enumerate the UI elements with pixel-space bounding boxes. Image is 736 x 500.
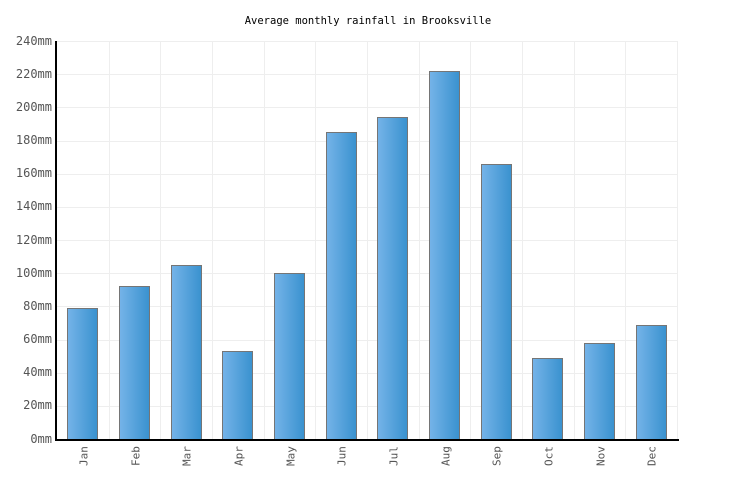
bar-may: [274, 273, 305, 439]
gridline-vertical: [315, 41, 317, 439]
gridline-vertical: [677, 41, 678, 439]
bar-sep: [480, 163, 512, 439]
x-axis-tick-label-jun: Jun: [335, 446, 349, 466]
bar-oct: [532, 357, 564, 439]
y-axis-tick-label: 160mm: [15, 166, 52, 181]
x-axis-tick-label-jul: Jul: [387, 446, 401, 466]
y-axis-tick-label: 60mm: [23, 332, 52, 346]
x-axis-tick-label-oct: Oct: [542, 446, 556, 466]
bar-dec: [635, 324, 667, 439]
gridline-vertical: [418, 41, 420, 439]
y-axis-line: [55, 41, 57, 441]
y-axis-tick-label: 140mm: [15, 199, 52, 214]
y-axis-tick-label: 0mm: [30, 431, 52, 446]
gridline-vertical: [108, 41, 110, 439]
gridline-vertical: [367, 41, 368, 439]
gridline-vertical: [263, 41, 265, 439]
bar-jul: [377, 117, 409, 439]
y-axis-tick-label: 120mm: [15, 232, 52, 247]
bar-aug: [429, 70, 460, 439]
x-axis-tick-label-sep: Sep: [490, 446, 504, 466]
x-axis-tick-label-dec: Dec: [645, 446, 659, 466]
bar-feb: [119, 286, 150, 439]
y-axis-tick-label: 80mm: [23, 298, 52, 313]
gridline-vertical: [573, 41, 575, 439]
x-axis-tick-label-may: May: [284, 446, 297, 466]
x-axis-tick-label-apr: Apr: [232, 446, 246, 466]
bar-jan: [67, 307, 99, 439]
gridline-vertical: [470, 41, 472, 439]
bar-jun: [325, 132, 357, 439]
y-axis-tick-label: 220mm: [15, 66, 52, 81]
x-axis-line: [55, 439, 679, 441]
gridline-vertical: [212, 41, 213, 439]
bar-nov: [584, 342, 615, 439]
bar-mar: [170, 264, 202, 439]
x-axis-tick-label-aug: Aug: [439, 446, 452, 466]
y-axis-tick-label: 180mm: [15, 133, 52, 147]
y-axis-tick-label: 100mm: [15, 265, 52, 280]
y-axis-tick-label: 200mm: [15, 99, 52, 114]
y-axis-tick-label: 40mm: [23, 365, 52, 380]
gridline-vertical: [160, 41, 162, 439]
x-axis-tick-label-nov: Nov: [594, 446, 607, 466]
gridline-vertical: [522, 41, 523, 439]
gridline-vertical: [625, 41, 627, 439]
y-axis-tick-label: 20mm: [23, 398, 52, 413]
x-axis-tick-label-jan: Jan: [77, 446, 91, 466]
x-axis-tick-label-feb: Feb: [129, 446, 142, 466]
chart-title: Average monthly rainfall in Brooksville: [244, 15, 492, 27]
bar-apr: [222, 351, 254, 439]
x-axis-tick-label-mar: Mar: [180, 446, 194, 466]
y-axis-tick-label: 240mm: [15, 33, 52, 48]
